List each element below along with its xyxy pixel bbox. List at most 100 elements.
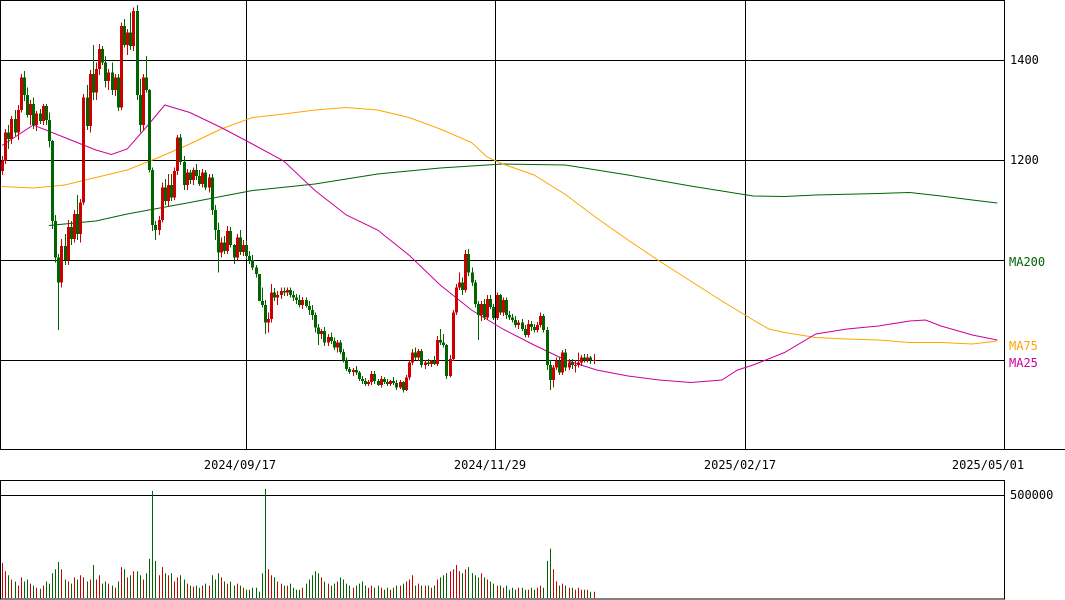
candle-body	[467, 254, 470, 273]
candle-body	[464, 254, 467, 290]
candle-body	[483, 304, 486, 318]
candle-body	[292, 295, 295, 298]
candle-body	[586, 357, 589, 360]
candle-body	[458, 282, 461, 288]
candle-body	[251, 260, 254, 268]
date-tick-label: 2025/05/01	[952, 458, 1024, 472]
candle-body	[142, 77, 145, 125]
candle-body	[383, 379, 386, 382]
candle-body	[76, 214, 79, 234]
candle-body	[355, 370, 358, 373]
candle-body	[527, 324, 530, 335]
candle-body	[320, 331, 323, 334]
candle-body	[361, 379, 364, 381]
axis-labels: 1200 1400 500000 2024/09/17 2024/11/29 2025/0…	[204, 53, 1053, 502]
candle-body	[558, 361, 561, 373]
candle-body	[486, 299, 489, 318]
candle-body	[549, 365, 552, 380]
candle-body	[255, 267, 258, 274]
candle-body	[233, 245, 236, 258]
candle-body	[521, 322, 524, 329]
candle-body	[480, 304, 483, 315]
candle-body	[42, 106, 45, 121]
candle-body	[408, 362, 411, 378]
candle-body	[589, 357, 592, 360]
candle-body	[574, 365, 577, 366]
candle-body	[511, 317, 514, 320]
candle-body	[499, 295, 502, 313]
candle-body	[192, 170, 195, 180]
candle-body	[333, 341, 336, 348]
candle-body	[242, 245, 245, 252]
candle-body	[214, 210, 217, 230]
candle-body	[314, 315, 317, 328]
candle-body	[373, 374, 376, 381]
candle-body	[530, 324, 533, 327]
candle-body	[552, 367, 555, 380]
candle-body	[317, 327, 320, 334]
candle-body	[4, 132, 7, 161]
candle-body	[54, 221, 57, 258]
candle-body	[32, 104, 35, 125]
candle-body	[577, 362, 580, 365]
candle-body	[405, 377, 408, 390]
candle-body	[7, 132, 10, 139]
candle-body	[414, 352, 417, 358]
candle-body	[461, 282, 464, 290]
candle-body	[336, 342, 339, 348]
candle-body	[542, 316, 545, 330]
ma200-line	[48, 163, 998, 226]
candle-body	[211, 177, 214, 210]
candle-body	[496, 295, 499, 318]
candle-body	[92, 74, 95, 93]
candle-body	[220, 242, 223, 253]
date-tick-label: 2024/11/29	[454, 458, 526, 472]
candle-body	[389, 381, 392, 384]
candle-body	[170, 185, 173, 198]
candle-body	[370, 374, 373, 382]
candle-body	[561, 352, 564, 373]
candle-body	[95, 69, 98, 93]
candle-body	[286, 290, 289, 293]
candle-body	[167, 185, 170, 201]
candle-body	[352, 370, 355, 372]
candle-body	[492, 307, 495, 318]
candle-body	[223, 242, 226, 251]
candle-body	[339, 342, 342, 352]
candle-body	[280, 291, 283, 295]
candle-body	[411, 352, 414, 363]
candle-body	[442, 342, 445, 345]
candle-body	[23, 77, 26, 95]
candle-body	[283, 291, 286, 293]
candle-body	[261, 301, 264, 305]
candle-body	[358, 372, 361, 379]
candle-body	[154, 225, 157, 230]
candle-body	[248, 256, 251, 260]
candle-body	[399, 382, 402, 388]
candle-body	[505, 300, 508, 315]
candle-body	[298, 300, 301, 305]
candle-body	[571, 362, 574, 365]
ma25-line	[1, 104, 998, 384]
date-tick-label: 2025/02/17	[704, 458, 776, 472]
candle-body	[386, 382, 389, 384]
candle-body	[136, 11, 139, 95]
candle-body	[204, 172, 207, 188]
candle-body	[239, 237, 242, 252]
candle-body	[35, 113, 38, 125]
candle-body	[308, 306, 311, 310]
candle-body	[301, 300, 304, 305]
candle-body	[517, 322, 520, 325]
candle-body	[82, 97, 85, 203]
candle-body	[29, 104, 32, 115]
candle-body	[245, 245, 248, 256]
candle-body	[164, 187, 167, 201]
candle-body	[20, 77, 23, 110]
candle-body	[593, 360, 596, 361]
candle-body	[377, 381, 380, 385]
candle-body	[10, 119, 13, 139]
candle-body	[402, 382, 405, 390]
candle-body	[45, 106, 48, 120]
candle-body	[380, 379, 383, 385]
